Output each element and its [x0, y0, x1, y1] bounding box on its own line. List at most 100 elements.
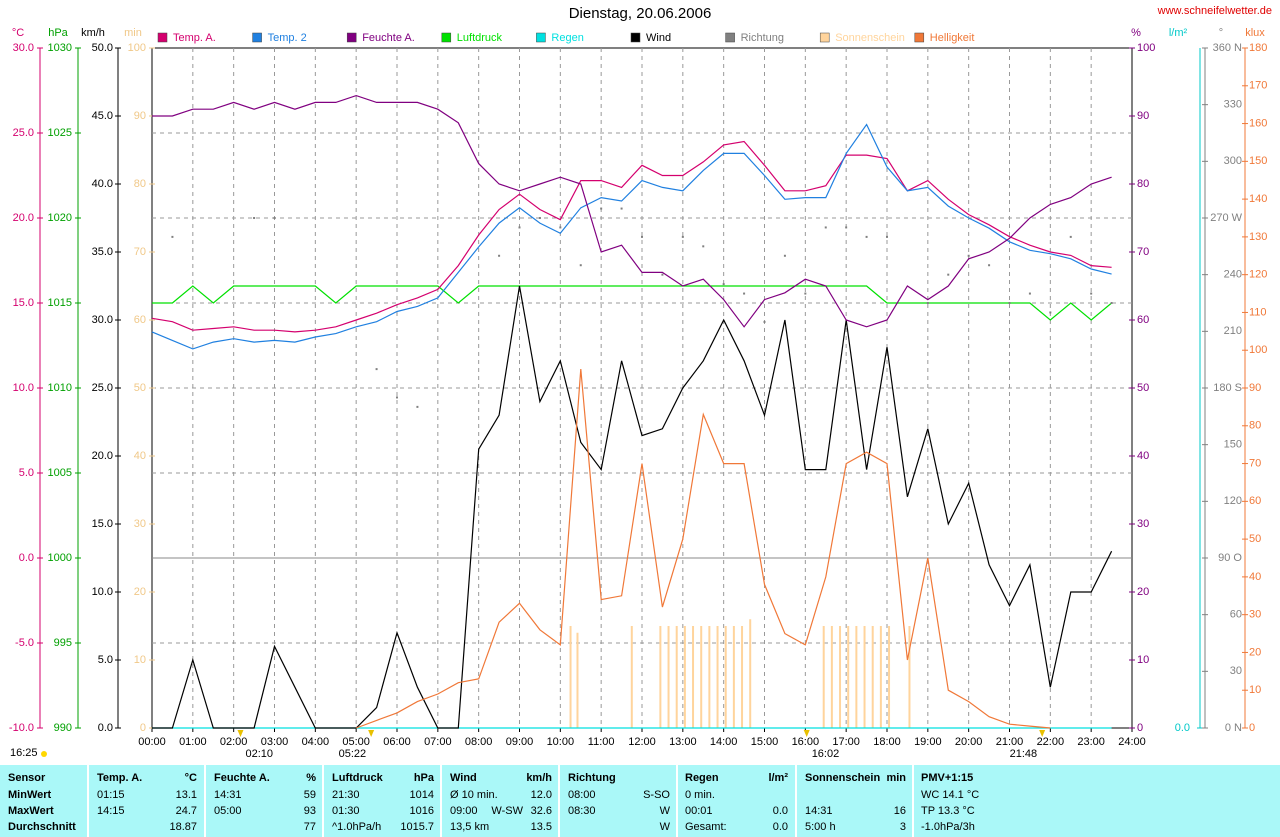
table-cell: Regen	[685, 772, 719, 784]
table-cell: 12.0	[531, 789, 552, 801]
y-tick-label: 990	[54, 722, 72, 734]
x-tick-label: 22:00	[1037, 736, 1065, 748]
y-tick-label: 0	[140, 722, 146, 734]
table-cell: Temp. A.	[97, 772, 142, 784]
y-tick-label: 90	[1137, 110, 1149, 122]
direction-dot	[396, 396, 398, 399]
table-cell: 3	[900, 821, 906, 833]
event-marker	[368, 730, 375, 737]
table-cell: 08:30	[568, 805, 596, 817]
y-tick-label: 40.0	[92, 178, 113, 190]
direction-dot	[743, 292, 746, 295]
direction-dot	[845, 226, 848, 229]
legend-label: Sonnenschein	[835, 32, 905, 44]
x-tick-label: 02:00	[220, 736, 248, 748]
direction-dot	[926, 302, 929, 304]
table-cell: 32.6	[531, 805, 552, 817]
table-cell: 08:00	[568, 789, 596, 801]
y-tick-label: -10.0	[9, 722, 34, 734]
table-cell: WC 14.1 °C	[921, 789, 979, 801]
legend-label: Temp. 2	[268, 32, 307, 44]
table-cell: Wind	[450, 772, 477, 784]
y-tick-label: 180	[1249, 42, 1267, 54]
direction-dot	[824, 226, 827, 229]
table-cell: 14:31	[214, 789, 242, 801]
y-tick-label: 130	[1249, 231, 1267, 243]
y-tick-label: 330	[1224, 99, 1242, 111]
table-cell: Feuchte A.	[214, 772, 270, 784]
direction-dot	[620, 207, 623, 210]
y-tick-label: 100	[128, 42, 146, 54]
axis-unit: klux	[1245, 27, 1265, 39]
x-tick-label: 14:00	[710, 736, 738, 748]
direction-dot	[783, 254, 786, 257]
direction-dot	[641, 235, 643, 238]
direction-dot	[1049, 311, 1052, 314]
y-tick-label: 25.0	[92, 382, 113, 394]
y-tick-label: 140	[1249, 193, 1267, 205]
y-tick-label: 30.0	[13, 42, 34, 54]
table-cell: W	[660, 805, 671, 817]
direction-dot	[947, 273, 950, 276]
x-tick-label: 05:00	[342, 736, 370, 748]
y-tick-label: 60	[1249, 495, 1261, 507]
direction-dot	[1028, 292, 1031, 295]
direction-dot	[702, 245, 705, 248]
y-tick-label: 60	[1230, 609, 1242, 621]
y-tick-label: 150	[1249, 155, 1267, 167]
y-tick-label: 50.0	[92, 42, 113, 54]
x-tick-label: 24:00	[1118, 736, 1146, 748]
table-cell: W	[660, 821, 671, 833]
table-cell: S-SO	[643, 789, 670, 801]
table-cell: Gesamt:	[685, 821, 727, 833]
direction-dot	[763, 320, 766, 323]
axis-unit: min	[124, 27, 142, 39]
table-cell: 16	[894, 805, 906, 817]
table-cell: 93	[304, 805, 316, 817]
y-tick-label: 50	[134, 382, 146, 394]
direction-dot	[1008, 302, 1011, 304]
direction-dot	[804, 292, 807, 295]
y-tick-label: 1000	[48, 552, 72, 564]
y-tick-label: 240	[1224, 269, 1242, 281]
table-cell: 14:15	[97, 805, 125, 817]
legend-label: Luftdruck	[457, 32, 503, 44]
table-cell: 13.1	[176, 789, 197, 801]
chart-title: Dienstag, 20.06.2006	[569, 5, 712, 22]
y-tick-label: 50	[1137, 382, 1149, 394]
series-line	[152, 285, 1112, 321]
table-cell: 1016	[410, 805, 434, 817]
axis-unit: %	[1131, 27, 1141, 39]
table-cell: km/h	[526, 772, 552, 784]
site-link[interactable]: www.schneifelwetter.de	[1157, 5, 1272, 17]
direction-dot	[273, 217, 276, 219]
table-cell: Richtung	[568, 772, 616, 784]
y-tick-label: 90	[1249, 382, 1261, 394]
y-tick-label: 70	[134, 246, 146, 258]
x-tick-label: 21:00	[996, 736, 1024, 748]
event-label: 05:22	[339, 748, 367, 760]
legend-swatch	[252, 32, 262, 43]
y-tick-label: 0.0	[1175, 722, 1190, 734]
y-tick-label: 70	[1137, 246, 1149, 258]
x-tick-label: 16:00	[792, 736, 820, 748]
legend-label: Regen	[551, 32, 583, 44]
event-label: 16:02	[812, 748, 840, 760]
x-tick-label: 10:00	[547, 736, 575, 748]
table-cell: PMV+1:15	[921, 772, 973, 784]
table-cell: 1015.7	[400, 821, 434, 833]
y-tick-label: 360 N	[1213, 42, 1242, 54]
axis-unit: km/h	[81, 27, 105, 39]
event-label: 21:48	[1010, 748, 1038, 760]
y-tick-label: 0.0	[98, 722, 113, 734]
direction-dot	[375, 368, 378, 371]
x-tick-label: 08:00	[465, 736, 493, 748]
y-tick-label: 210	[1224, 325, 1242, 337]
event-marker	[803, 730, 810, 737]
y-tick-label: 80	[1249, 420, 1261, 432]
table-cell: Ø 10 min.	[450, 789, 498, 801]
table-cell: 14:31	[805, 805, 833, 817]
x-tick-label: 13:00	[669, 736, 697, 748]
table-cell: %	[306, 772, 316, 784]
